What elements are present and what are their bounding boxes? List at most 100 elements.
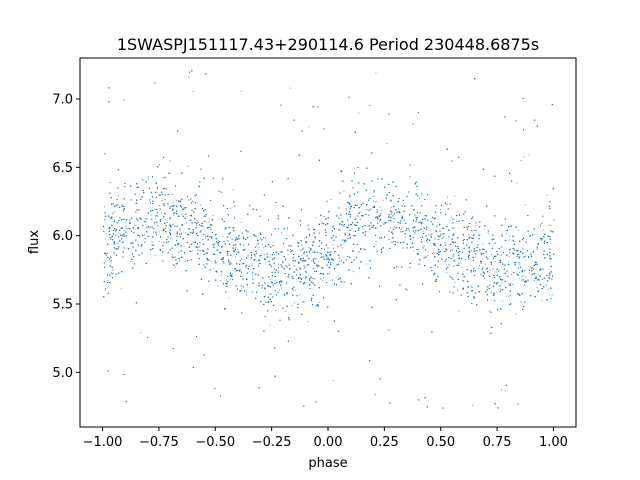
scatter-point: [496, 292, 498, 294]
scatter-point: [263, 247, 265, 248]
scatter-point: [216, 233, 217, 235]
scatter-point: [312, 268, 314, 270]
scatter-point: [187, 165, 189, 167]
scatter-point: [254, 259, 256, 260]
scatter-point: [362, 248, 364, 250]
scatter-point: [551, 294, 553, 296]
scatter-point: [134, 225, 135, 227]
scatter-point: [139, 217, 141, 219]
scatter-point: [489, 270, 491, 272]
scatter-point: [509, 239, 511, 241]
scatter-point: [172, 201, 174, 203]
scatter-point: [302, 247, 304, 249]
scatter-point: [156, 214, 158, 216]
scatter-point: [391, 213, 392, 215]
scatter-point: [305, 266, 307, 268]
scatter-point: [524, 204, 526, 206]
scatter-point: [313, 267, 315, 269]
scatter-point: [449, 219, 451, 221]
scatter-point: [226, 279, 227, 281]
scatter-point: [213, 268, 215, 270]
scatter-point: [293, 302, 295, 304]
scatter-point: [522, 247, 523, 249]
scatter-point: [542, 279, 543, 280]
scatter-point: [376, 227, 378, 229]
scatter-point: [505, 390, 507, 392]
scatter-point: [192, 229, 194, 231]
scatter-point: [289, 249, 291, 250]
scatter-point: [390, 201, 392, 203]
scatter-point: [546, 194, 548, 196]
scatter-point: [135, 250, 137, 252]
scatter-point: [421, 239, 423, 240]
scatter-point: [169, 218, 170, 220]
scatter-point: [269, 244, 271, 246]
scatter-point: [365, 263, 367, 265]
scatter-point: [470, 285, 472, 287]
scatter-point: [231, 263, 233, 265]
scatter-point: [263, 253, 265, 255]
scatter-point: [501, 282, 503, 284]
scatter-point: [220, 280, 222, 282]
scatter-point: [516, 182, 518, 184]
scatter-point: [434, 243, 436, 244]
scatter-point: [283, 293, 285, 295]
scatter-point: [278, 263, 279, 265]
scatter-point: [200, 204, 202, 206]
scatter-point: [409, 230, 410, 232]
scatter-point: [122, 203, 123, 205]
scatter-point: [274, 280, 276, 282]
scatter-point: [219, 251, 221, 253]
scatter-point: [202, 226, 204, 228]
scatter-point: [382, 223, 384, 225]
scatter-point: [268, 256, 270, 258]
scatter-point: [114, 210, 116, 212]
scatter-point: [458, 262, 460, 264]
scatter-point: [111, 272, 112, 274]
scatter-point: [390, 216, 392, 218]
scatter-point: [549, 225, 551, 226]
scatter-point: [201, 222, 203, 224]
scatter-point: [330, 199, 332, 200]
scatter-point: [508, 296, 510, 298]
scatter-point: [171, 225, 173, 227]
scatter-point: [123, 230, 125, 231]
scatter-point: [420, 221, 422, 223]
scatter-point: [160, 219, 162, 221]
scatter-point: [478, 268, 480, 270]
scatter-point: [176, 199, 178, 201]
scatter-point: [450, 216, 452, 218]
scatter-point: [412, 242, 414, 244]
scatter-point: [482, 244, 484, 245]
scatter-point: [417, 237, 419, 239]
scatter-point: [427, 234, 429, 236]
scatter-point: [548, 224, 550, 226]
scatter-point: [529, 235, 531, 237]
scatter-point: [520, 160, 522, 162]
scatter-point: [446, 271, 448, 273]
scatter-point: [429, 234, 431, 236]
scatter-point: [427, 254, 429, 256]
scatter-point: [509, 235, 511, 237]
scatter-point: [509, 294, 511, 296]
scatter-point: [171, 193, 173, 195]
scatter-point: [295, 289, 297, 291]
scatter-point: [281, 287, 283, 289]
scatter-point: [390, 206, 392, 208]
scatter-point: [156, 188, 158, 190]
scatter-point: [257, 240, 259, 242]
scatter-point: [175, 266, 176, 268]
scatter-point: [375, 244, 377, 246]
scatter-point: [323, 277, 325, 279]
scatter-point: [245, 294, 247, 296]
scatter-point: [287, 254, 289, 256]
scatter-point: [422, 230, 424, 232]
scatter-point: [427, 241, 428, 243]
scatter-point: [270, 278, 272, 280]
scatter-point: [501, 300, 503, 302]
scatter-point: [476, 229, 477, 231]
scatter-point: [402, 226, 404, 228]
scatter-point: [184, 261, 186, 262]
scatter-point: [252, 275, 253, 277]
